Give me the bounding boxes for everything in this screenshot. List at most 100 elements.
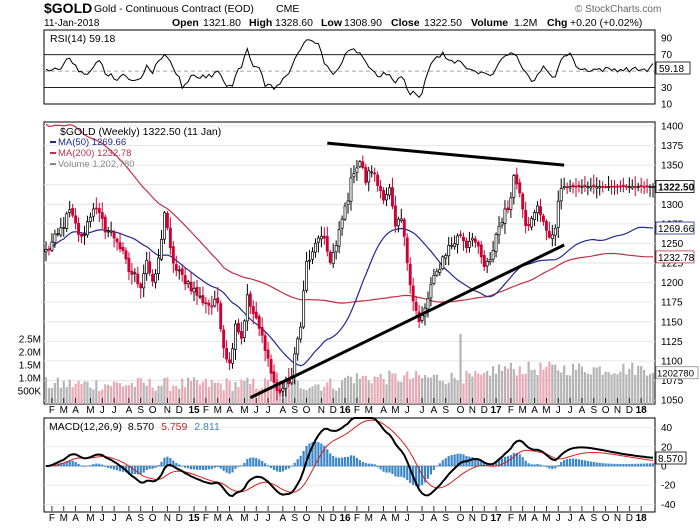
- price-tick-label: 1225: [661, 259, 684, 270]
- macd-hist-bar: [65, 461, 68, 467]
- x-tick-label: F: [508, 405, 514, 416]
- macd-hist-bar: [296, 459, 299, 467]
- macd-hist-bar: [305, 445, 308, 467]
- macd-hist-bar: [607, 463, 610, 467]
- price-candle: [500, 217, 504, 229]
- x-tick-label: F: [354, 513, 360, 524]
- macd-hist-bar: [104, 465, 107, 467]
- volume-bar: [542, 369, 545, 404]
- price-candle: [476, 240, 480, 254]
- volume-bar: [435, 374, 438, 404]
- price-candle: [524, 201, 528, 234]
- macd-hist-bar: [486, 463, 489, 467]
- price-candle: [121, 242, 125, 255]
- volume-bar: [181, 378, 184, 404]
- x-tick-label: A: [579, 513, 586, 524]
- x-tick-label: O: [602, 513, 610, 524]
- price-candle: [450, 237, 454, 250]
- price-candle: [213, 290, 217, 308]
- macd-hist-bar: [175, 462, 178, 467]
- volume-bar: [471, 376, 474, 404]
- x-tick-label: 17: [491, 405, 503, 416]
- volume-bar: [533, 369, 536, 404]
- volume-bar: [189, 381, 193, 404]
- volume-badge-box: [655, 366, 699, 380]
- price-candle: [553, 224, 557, 247]
- macd-hist-bar: [113, 465, 116, 470]
- macd-hist-bar: [59, 462, 62, 467]
- price-tick-label: 1375: [661, 141, 684, 152]
- price-candle: [266, 341, 270, 367]
- price-candle: [453, 235, 457, 250]
- price-tick-label: 1250: [661, 239, 684, 250]
- chg-label: Chg: [547, 17, 567, 29]
- rsi-tick-label: 10: [661, 100, 673, 111]
- x-tick-label: J: [568, 405, 573, 416]
- volume-bar: [305, 390, 308, 404]
- volume-bar: [107, 384, 110, 404]
- volume-bar: [438, 380, 441, 404]
- macd-hist-bar: [326, 449, 329, 467]
- price-candle: [231, 343, 234, 369]
- volume-bar: [486, 370, 489, 404]
- x-tick-label: D: [481, 513, 488, 524]
- price-candle: [239, 322, 243, 345]
- macd-hist-bar: [151, 465, 154, 469]
- macd-hist-bar: [388, 465, 391, 473]
- low-label: Low: [321, 17, 343, 29]
- macd-hist-bar: [115, 465, 119, 471]
- price-candle: [462, 232, 465, 251]
- volume-bar: [592, 367, 595, 404]
- macd-hist-bar: [379, 465, 382, 470]
- x-tick-label: S: [137, 513, 144, 524]
- macd-line: [45, 417, 654, 498]
- macd-hist-bar: [477, 459, 480, 467]
- x-tick-label: J: [420, 513, 425, 524]
- price-candle: [251, 300, 255, 325]
- price-candle: [237, 318, 240, 335]
- macd-hist-bar: [237, 465, 240, 467]
- volume-bar: [622, 363, 625, 404]
- price-candle: [319, 226, 323, 248]
- volume-bar: [192, 377, 196, 404]
- macd-hist-bar: [192, 465, 196, 470]
- price-candle: [245, 284, 249, 331]
- x-tick-label: M: [240, 405, 248, 416]
- price-candle: [541, 213, 545, 226]
- volume-bar: [574, 369, 578, 404]
- macd-hist-bar: [643, 463, 646, 467]
- macd-panel: MACD(12,26,9) 8.570 5.759 2.811 40 20 0 -20…: [43, 417, 687, 513]
- price-candle: [302, 280, 306, 330]
- macd-hist-bar: [406, 465, 409, 481]
- price-candle: [44, 241, 48, 262]
- macd-hist-bar: [89, 465, 92, 467]
- legend-entry: MA(200) 1232.78: [58, 148, 131, 159]
- volume-badge: 1202780: [657, 369, 694, 380]
- x-tick-label: S: [137, 405, 144, 416]
- price-candle: [316, 235, 320, 253]
- price-candle: [432, 268, 436, 286]
- price-candle: [595, 177, 599, 199]
- volume-bar: [145, 385, 148, 404]
- x-tick-label: D: [330, 513, 337, 524]
- price-candle: [488, 251, 492, 266]
- volume-bar: [426, 377, 430, 404]
- price-candle: [210, 295, 214, 315]
- macd-hist-bar: [216, 465, 219, 468]
- volume-bar: [524, 373, 527, 404]
- macd-hist-bar: [198, 465, 202, 470]
- volume-bar: [172, 385, 175, 404]
- volume-bar: [160, 385, 163, 404]
- macd-hist-bar: [317, 442, 320, 467]
- macd-hist-bar: [622, 463, 625, 467]
- macd-hist-bar: [533, 464, 536, 467]
- macd-hist-bar: [98, 463, 101, 467]
- x-tick-label: M: [542, 405, 550, 416]
- macd-hist-bar: [228, 465, 231, 474]
- price-candle: [556, 190, 560, 238]
- price-candle: [577, 180, 581, 193]
- x-tick-label: 16: [339, 513, 351, 524]
- volume-bar: [154, 390, 157, 404]
- macd-hist-value: 2.811: [194, 421, 220, 433]
- volume-bar: [459, 333, 462, 404]
